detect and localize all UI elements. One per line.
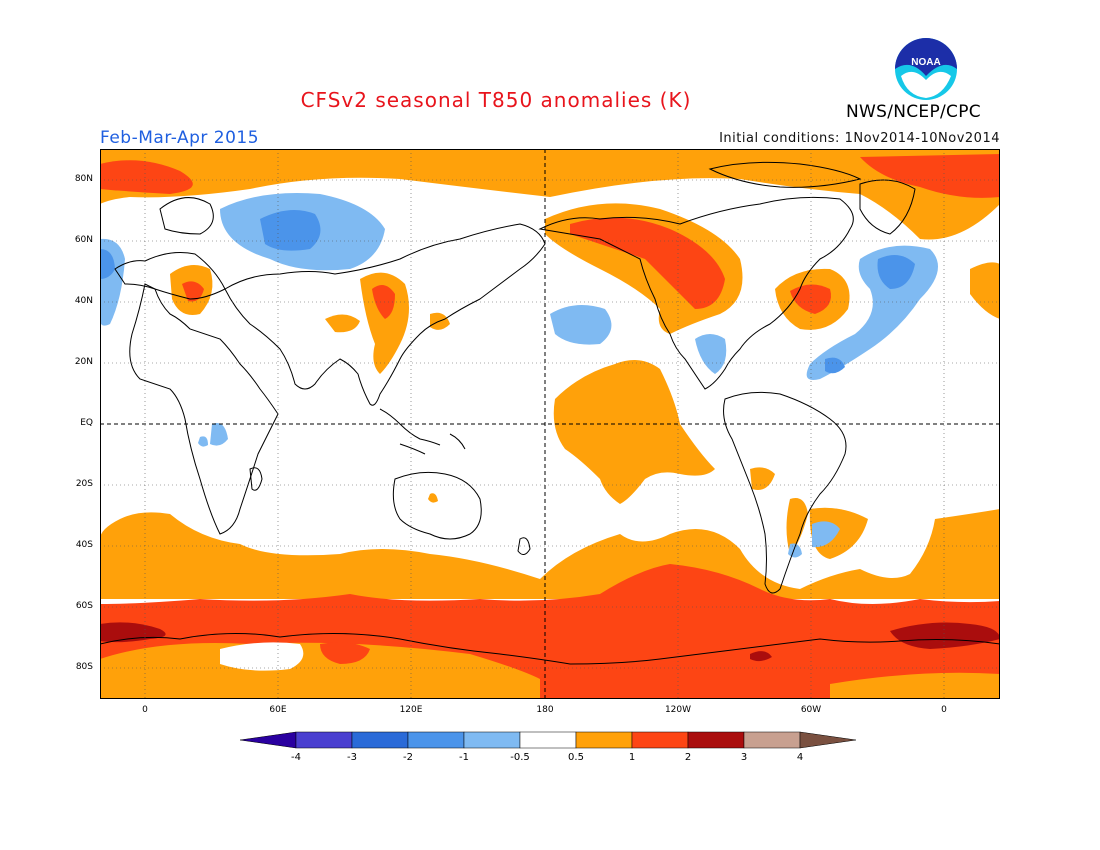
colorbar-segment [631, 731, 689, 749]
colorbar-segment [351, 731, 409, 749]
anomaly-region [970, 262, 1000, 319]
anomaly-region [100, 509, 1000, 599]
anomaly-region [550, 305, 612, 345]
anomaly-region [570, 217, 725, 309]
anomaly-region [372, 285, 395, 319]
anomaly-region [695, 334, 727, 374]
colorbar-max-arrow [799, 731, 857, 749]
anomaly-region [786, 498, 808, 554]
anomaly-region [100, 249, 115, 279]
lon-label: 120W [664, 705, 692, 715]
anomaly-region [890, 622, 1000, 649]
colorbar-segment [575, 731, 633, 749]
anomaly-region [860, 154, 1000, 198]
lon-label: 0 [142, 705, 148, 715]
map-frame [100, 149, 1000, 699]
anomaly-region [100, 564, 1000, 619]
anomaly-region [260, 210, 321, 251]
colorbar-segment [295, 731, 353, 749]
lat-label: 40S [75, 540, 93, 550]
chart-title: CFSv2 seasonal T850 anomalies (K) [300, 88, 692, 112]
noaa-logo-text: NOAA [911, 57, 940, 68]
colorbar-tick-label: 0.5 [568, 752, 584, 763]
lon-label: 120E [399, 705, 423, 715]
anomaly-region [553, 360, 715, 504]
colorbar-min-arrow [239, 731, 297, 749]
colorbar-segment [463, 731, 521, 749]
anomaly-map [100, 149, 1000, 699]
colorbar-tick-label: 4 [796, 752, 804, 763]
lat-label: EQ [80, 418, 93, 428]
lat-label: 60S [75, 601, 93, 611]
colorbar-segment [519, 731, 577, 749]
anomaly-region [198, 436, 208, 447]
colorbar [239, 731, 857, 749]
colorbar-tick-label: -1 [459, 752, 469, 763]
lat-label: 80S [75, 662, 93, 672]
season-label: Feb-Mar-Apr 2015 [100, 128, 260, 148]
anomaly-region [182, 281, 204, 302]
anomaly-region [100, 149, 1000, 240]
agency-label: NWS/NCEP/CPC [846, 102, 981, 122]
colorbar-segment [743, 731, 801, 749]
anomaly-region [877, 255, 915, 289]
lon-label: 60E [269, 705, 287, 715]
anomaly-region [100, 642, 540, 699]
anomaly-region [210, 423, 228, 446]
lat-label: 60N [74, 235, 93, 245]
lat-label: 20N [74, 357, 93, 367]
colorbar-tick-label: -3 [347, 752, 357, 763]
colorbar-tick-label: 1 [628, 752, 636, 763]
lon-label: 0 [941, 705, 947, 715]
anomaly-region [790, 284, 831, 314]
lon-label: 180 [536, 705, 554, 715]
anomaly-region [812, 521, 840, 548]
lat-label: 80N [74, 174, 93, 184]
colorbar-tick-label: -4 [291, 752, 301, 763]
anomaly-region [750, 467, 775, 490]
colorbar-tick-label: 3 [740, 752, 748, 763]
anomaly-region [428, 493, 438, 503]
colorbar-tick-label: -2 [403, 752, 413, 763]
colorbar-tick-label: -0.5 [510, 752, 530, 763]
lat-label: 20S [75, 479, 93, 489]
anomaly-region [325, 314, 360, 333]
anomaly-region [750, 651, 772, 662]
colorbar-tick-label: 2 [684, 752, 692, 763]
anomaly-region [320, 642, 370, 664]
anomaly-region [100, 160, 193, 194]
lat-label: 40N [74, 296, 93, 306]
initial-conditions-label: Initial conditions: 1Nov2014-10Nov2014 [719, 131, 1000, 146]
noaa-logo: NOAA [895, 38, 957, 100]
colorbar-segment [407, 731, 465, 749]
anomaly-region [788, 543, 802, 558]
colorbar-segment [687, 731, 745, 749]
anomaly-region [360, 272, 409, 374]
anomaly-region [830, 672, 1000, 699]
anomaly-region [220, 642, 304, 671]
anomaly-region [825, 357, 845, 374]
lon-label: 60W [800, 705, 822, 715]
